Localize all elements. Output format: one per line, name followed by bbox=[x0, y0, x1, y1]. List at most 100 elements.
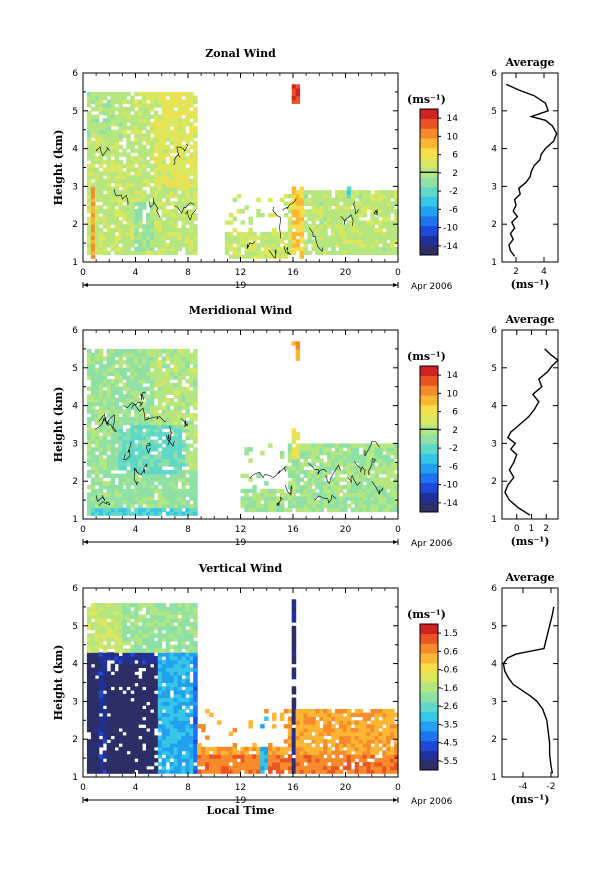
heatmap-cell bbox=[114, 224, 119, 229]
heatmap-cell bbox=[291, 727, 297, 733]
heatmap-cell bbox=[193, 739, 198, 744]
heatmap-cell bbox=[106, 175, 112, 180]
heatmap-cell bbox=[165, 481, 171, 486]
heatmap-cell bbox=[118, 693, 123, 699]
heatmap-cell bbox=[90, 99, 96, 104]
heatmap-cell bbox=[106, 443, 112, 448]
heatmap-cell bbox=[161, 246, 167, 252]
heatmap-cell bbox=[177, 413, 182, 418]
heatmap-cell bbox=[149, 137, 155, 142]
heatmap-cell bbox=[338, 485, 344, 490]
heatmap-cell bbox=[138, 428, 143, 433]
heatmap-cell bbox=[122, 152, 127, 157]
heatmap-cell bbox=[354, 466, 360, 471]
heatmap-cell bbox=[153, 144, 159, 150]
heatmap-cell bbox=[110, 693, 116, 699]
heatmap-cell bbox=[295, 720, 301, 725]
profile-line bbox=[505, 83, 558, 257]
profile-y-tick-label: 3 bbox=[491, 439, 497, 449]
heatmap-cell bbox=[118, 492, 123, 497]
heatmap-cell bbox=[193, 398, 198, 403]
heatmap-cell bbox=[201, 727, 206, 733]
heatmap-cell bbox=[126, 743, 131, 748]
heatmap-cell bbox=[90, 481, 96, 486]
heatmap-cell bbox=[346, 454, 352, 460]
heatmap-cell bbox=[291, 637, 297, 642]
heatmap-cell bbox=[260, 254, 265, 259]
heatmap-cell bbox=[303, 246, 308, 252]
heatmap-cell bbox=[394, 228, 399, 233]
heatmap-cell bbox=[110, 765, 116, 771]
contour-line bbox=[146, 415, 167, 423]
heatmap-cell bbox=[185, 398, 190, 403]
heatmap-cell bbox=[264, 765, 269, 771]
heatmap-cell bbox=[335, 503, 340, 509]
heatmap-cell bbox=[86, 435, 92, 441]
heatmap-cell bbox=[90, 724, 96, 729]
heatmap-cell bbox=[189, 709, 194, 714]
heatmap-cell bbox=[303, 190, 308, 195]
heatmap-cell bbox=[228, 731, 234, 736]
heatmap-cell bbox=[189, 640, 194, 646]
heatmap-cell bbox=[189, 458, 194, 463]
heatmap-cell bbox=[260, 750, 265, 755]
heatmap-cell bbox=[177, 618, 182, 623]
heatmap-cell bbox=[146, 375, 151, 380]
heatmap-cell bbox=[138, 603, 143, 608]
heatmap-cell bbox=[315, 769, 320, 774]
heatmap-cell bbox=[173, 99, 179, 104]
heatmap-cell bbox=[173, 443, 179, 448]
heatmap-cell bbox=[181, 152, 186, 157]
heatmap-cell bbox=[110, 667, 116, 672]
contour-line bbox=[131, 404, 150, 422]
heatmap-cell bbox=[307, 765, 312, 771]
heatmap-cell bbox=[252, 507, 257, 513]
heatmap-cell bbox=[90, 405, 96, 410]
heatmap-cell bbox=[118, 152, 123, 157]
heatmap-cell bbox=[366, 492, 371, 497]
heatmap-cell bbox=[149, 175, 155, 180]
heatmap-cell bbox=[90, 750, 96, 755]
heatmap-cell bbox=[138, 250, 143, 256]
heatmap-cell bbox=[181, 110, 186, 116]
heatmap-cell bbox=[90, 667, 96, 672]
heatmap-cell bbox=[315, 727, 320, 733]
heatmap-cell bbox=[169, 182, 175, 187]
heatmap-cell bbox=[193, 671, 198, 676]
heatmap-cell bbox=[319, 194, 324, 199]
heatmap-cell bbox=[90, 701, 96, 706]
heatmap-cell bbox=[94, 133, 100, 138]
heatmap-cell bbox=[102, 765, 108, 771]
heatmap-cell bbox=[157, 163, 163, 169]
heatmap-cell bbox=[394, 488, 399, 494]
heatmap-cell bbox=[126, 629, 131, 634]
heatmap-cell bbox=[315, 720, 320, 725]
heatmap-cell bbox=[110, 405, 116, 410]
heatmap-cell bbox=[185, 507, 190, 513]
heatmap-cell bbox=[177, 382, 182, 388]
heatmap-cell bbox=[106, 671, 112, 676]
heatmap-cell bbox=[134, 648, 139, 653]
heatmap-cell bbox=[323, 239, 328, 244]
heatmap-cell bbox=[122, 394, 127, 399]
heatmap-cell bbox=[177, 458, 182, 463]
heatmap-cell bbox=[335, 443, 340, 448]
heatmap-cell bbox=[287, 743, 293, 748]
heatmap-cell bbox=[299, 466, 305, 471]
heatmap-cell bbox=[248, 235, 253, 240]
heatmap-cell bbox=[260, 451, 265, 456]
heatmap-cell bbox=[303, 765, 308, 771]
heatmap-cell bbox=[86, 693, 92, 699]
heatmap-cell bbox=[185, 701, 190, 706]
heatmap-cell bbox=[94, 197, 100, 203]
heatmap-cell bbox=[394, 239, 399, 244]
heatmap-cell bbox=[118, 603, 123, 608]
heatmap-cell bbox=[90, 640, 96, 646]
heatmap-cell bbox=[161, 398, 167, 403]
heatmap-cell bbox=[134, 712, 139, 718]
heatmap-cell bbox=[346, 754, 352, 759]
heatmap-cell bbox=[138, 439, 143, 444]
heatmap-cell bbox=[102, 144, 108, 150]
heatmap-cell bbox=[327, 216, 332, 221]
heatmap-cell bbox=[260, 496, 265, 501]
